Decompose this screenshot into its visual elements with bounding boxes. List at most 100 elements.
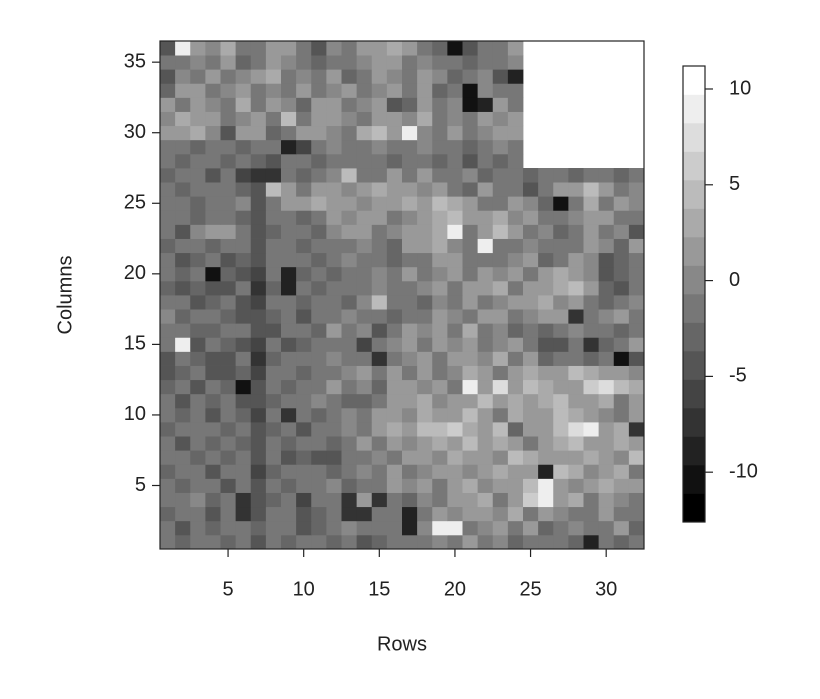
heat-cell <box>583 238 600 254</box>
heat-cell <box>417 280 433 296</box>
heat-cell <box>296 379 312 395</box>
heat-cell <box>341 365 358 381</box>
heat-cell <box>175 450 191 465</box>
heat-cell <box>432 266 448 282</box>
heat-cell <box>311 365 327 381</box>
heat-cell <box>462 210 479 225</box>
heat-cell <box>402 252 418 268</box>
heat-cell <box>477 238 494 254</box>
heat-cell <box>386 379 403 395</box>
heat-cell <box>326 323 342 338</box>
heat-cell <box>235 379 252 395</box>
heat-cell <box>432 478 448 493</box>
heat-cell <box>311 351 327 366</box>
heat-cell <box>538 379 554 395</box>
heat-cell <box>371 365 388 381</box>
heat-cell <box>296 365 312 381</box>
heat-cell <box>613 238 630 254</box>
heat-cell <box>432 506 448 522</box>
heat-cell <box>583 506 600 522</box>
heat-cell <box>447 252 463 268</box>
heat-cell <box>462 379 479 395</box>
heat-cell <box>296 252 312 268</box>
heat-cell <box>250 379 267 395</box>
colorbar-band <box>683 180 705 209</box>
heat-cell <box>235 492 252 508</box>
heat-cell <box>462 238 479 254</box>
heat-cell <box>190 534 206 550</box>
heat-cell <box>568 478 584 493</box>
heat-cell <box>205 520 221 536</box>
heat-cell <box>492 464 509 479</box>
heat-cell <box>220 252 237 268</box>
heat-cell <box>538 478 554 493</box>
heat-cell <box>583 210 600 225</box>
heat-cell <box>205 97 221 112</box>
heat-cell <box>265 41 282 56</box>
heat-cell <box>523 506 539 522</box>
heat-cell <box>296 41 312 56</box>
heat-cell <box>447 55 463 70</box>
heat-cell <box>175 266 191 282</box>
heat-cell <box>205 337 221 352</box>
colorbar-band <box>683 265 705 295</box>
heat-cell <box>523 464 539 479</box>
heat-cell <box>175 506 191 522</box>
heat-cell <box>371 379 388 395</box>
heat-cell <box>553 407 569 423</box>
heat-cell <box>311 422 327 437</box>
heat-cell <box>160 182 176 197</box>
heat-cell <box>311 210 327 225</box>
heat-cell <box>356 168 373 183</box>
heat-cell <box>311 69 327 84</box>
heat-cell <box>205 295 221 310</box>
heat-cell <box>538 224 554 239</box>
heat-cell <box>220 69 237 84</box>
heat-cell <box>281 224 297 239</box>
heat-cell <box>205 252 221 268</box>
heat-cell <box>462 55 479 70</box>
heat-cell <box>447 224 463 239</box>
heat-cell <box>250 69 267 84</box>
heat-cell <box>190 506 206 522</box>
heat-cell <box>205 224 221 239</box>
heat-cell <box>220 464 237 479</box>
heat-cell <box>311 379 327 395</box>
heat-cell <box>462 365 479 381</box>
heat-cell <box>265 407 282 423</box>
heat-cell <box>402 351 418 366</box>
heat-cell <box>190 55 206 70</box>
heat-cell <box>160 168 176 183</box>
heat-cell <box>281 351 297 366</box>
heat-cell <box>311 323 327 338</box>
heat-cell <box>205 422 221 437</box>
heat-cell <box>507 238 524 254</box>
heat-cell <box>205 407 221 423</box>
heat-cell <box>447 520 463 536</box>
heat-cell <box>583 534 600 550</box>
heat-cell <box>341 464 358 479</box>
heat-cell <box>538 351 554 366</box>
heat-cell <box>265 506 282 522</box>
heat-cell <box>205 280 221 296</box>
heat-cell <box>432 139 448 155</box>
heat-cell <box>583 266 600 282</box>
colorbar-tick-label: 5 <box>729 173 740 195</box>
heat-cell <box>220 309 237 324</box>
heat-cell <box>462 351 479 366</box>
heat-cell <box>386 365 403 381</box>
heat-cell <box>175 323 191 338</box>
heat-cell <box>175 436 191 451</box>
heat-cell <box>250 83 267 98</box>
heat-cell <box>326 506 342 522</box>
heat-cell <box>220 295 237 310</box>
heat-cell <box>341 111 358 127</box>
heat-cell <box>507 280 524 296</box>
heat-cell <box>220 379 237 395</box>
heat-cell <box>583 252 600 268</box>
heat-cell <box>507 295 524 310</box>
heat-cell <box>613 182 630 197</box>
heat-cell <box>386 450 403 465</box>
heat-cell <box>356 323 373 338</box>
heat-cell <box>492 534 509 550</box>
